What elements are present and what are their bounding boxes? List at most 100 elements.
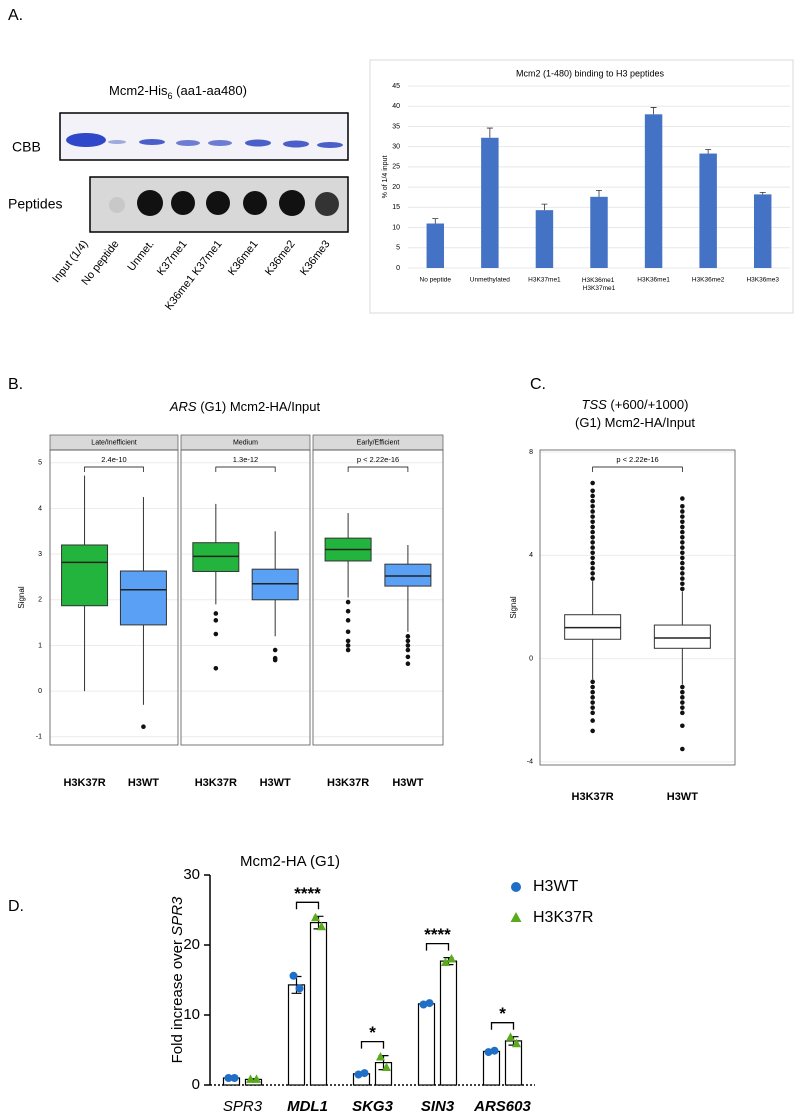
chart-title: Mcm2 (1-480) binding to H3 peptides xyxy=(516,68,665,78)
outlier xyxy=(680,550,685,556)
outlier xyxy=(680,555,685,561)
outlier xyxy=(680,746,685,752)
y-axis-label: Signal xyxy=(17,586,26,608)
data-point xyxy=(484,1048,493,1057)
panel-label: C. xyxy=(530,376,546,393)
data-point xyxy=(354,1070,363,1079)
data-point xyxy=(317,921,326,931)
significance-label: **** xyxy=(424,925,451,944)
error-bar xyxy=(432,218,439,224)
significance-bracket xyxy=(360,1040,385,1049)
x-tick-label: H3K36me2 xyxy=(692,277,725,284)
bar xyxy=(644,114,663,268)
outlier xyxy=(272,647,278,653)
outlier xyxy=(345,643,351,648)
lane-label: K36me1 xyxy=(226,238,261,278)
y-axis-label: Fold increase over SPR3 xyxy=(169,896,186,1063)
data-point xyxy=(419,1000,428,1009)
outlier xyxy=(213,611,219,616)
gel-title: Mcm2-His6 (aa1-aa480) xyxy=(109,83,247,101)
data-point xyxy=(490,1046,499,1055)
outlier xyxy=(590,498,595,504)
bar xyxy=(482,1050,501,1086)
significance-bracket xyxy=(425,942,450,951)
error-bar xyxy=(486,127,493,138)
error-bar xyxy=(759,191,766,195)
text-part: (aa1-aa480) xyxy=(173,83,247,98)
facet-frame xyxy=(180,449,311,746)
data-point xyxy=(441,957,450,966)
outlier xyxy=(680,710,685,716)
data-point xyxy=(224,1074,233,1082)
panel-label: B. xyxy=(8,376,23,393)
y-tick-label: 0 xyxy=(38,688,42,695)
outlier xyxy=(590,695,595,700)
x-tick-label: ARS603 xyxy=(473,1098,531,1115)
outlier xyxy=(213,665,219,671)
y-tick-label: 15 xyxy=(392,204,400,211)
outlier xyxy=(213,618,219,623)
data-point xyxy=(425,999,434,1008)
facet-label: Medium xyxy=(233,439,258,446)
facet-frame xyxy=(312,449,444,746)
x-tick-label: H3K36me1 H3K37me1 xyxy=(582,277,616,292)
data-point xyxy=(512,1038,521,1048)
data-point xyxy=(230,1074,239,1082)
outlier xyxy=(590,576,595,581)
outlier xyxy=(680,509,685,514)
y-tick-label: 20 xyxy=(183,936,200,953)
bar xyxy=(287,984,306,1086)
chart-title: ARS (G1) Mcm2-HA/Input xyxy=(169,399,321,414)
y-tick-label: 25 xyxy=(392,164,400,171)
error-bar xyxy=(650,107,657,115)
outlier xyxy=(405,647,411,653)
x-tick-label: H3K36me1 xyxy=(637,277,670,284)
x-tick-label: H3K37R xyxy=(327,777,369,789)
outlier xyxy=(590,718,595,723)
pvalue-bracket xyxy=(592,466,683,472)
pvalue-bracket xyxy=(84,466,144,472)
lane-label: Unmet. xyxy=(125,238,156,273)
data-point xyxy=(295,984,304,993)
x-tick-label: H3K37R xyxy=(195,777,237,789)
outlier xyxy=(590,534,595,540)
text-part: 6 xyxy=(168,91,173,101)
outlier xyxy=(680,581,685,587)
data-point xyxy=(506,1032,515,1041)
outlier xyxy=(680,496,685,501)
outlier xyxy=(590,545,595,550)
outlier xyxy=(345,599,351,605)
outlier xyxy=(680,695,685,700)
text-part: TSS xyxy=(582,397,608,412)
bar xyxy=(753,194,772,268)
bar xyxy=(426,223,445,268)
outlier xyxy=(590,555,595,561)
x-tick-label: H3K37R xyxy=(63,777,105,789)
outlier xyxy=(405,661,411,667)
panel-label: D. xyxy=(8,898,24,915)
x-tick-label: MDL1 xyxy=(287,1098,328,1115)
outlier xyxy=(590,679,595,685)
pvalue-label: p < 2.22e-16 xyxy=(616,455,658,464)
legend-marker xyxy=(510,912,522,922)
outlier xyxy=(680,576,685,581)
x-tick-label: H3WT xyxy=(260,777,291,789)
bar xyxy=(504,1040,523,1086)
y-tick-label: 30 xyxy=(392,144,400,151)
outlier xyxy=(680,571,685,576)
chart-frame xyxy=(369,59,794,314)
error-bar xyxy=(705,149,712,154)
error-bar xyxy=(596,189,602,197)
y-tick-label: 40 xyxy=(392,103,400,110)
outlier xyxy=(405,638,411,644)
bar xyxy=(699,153,717,268)
bar xyxy=(309,921,328,1086)
peptide-spots xyxy=(109,190,339,216)
chart-title: Mcm2-HA (G1) xyxy=(240,853,340,870)
significance-bracket xyxy=(295,901,320,910)
lane-label: K37me1 xyxy=(155,238,190,278)
y-tick-label: 0 xyxy=(396,265,400,272)
outlier xyxy=(590,488,595,494)
data-point xyxy=(360,1069,369,1078)
